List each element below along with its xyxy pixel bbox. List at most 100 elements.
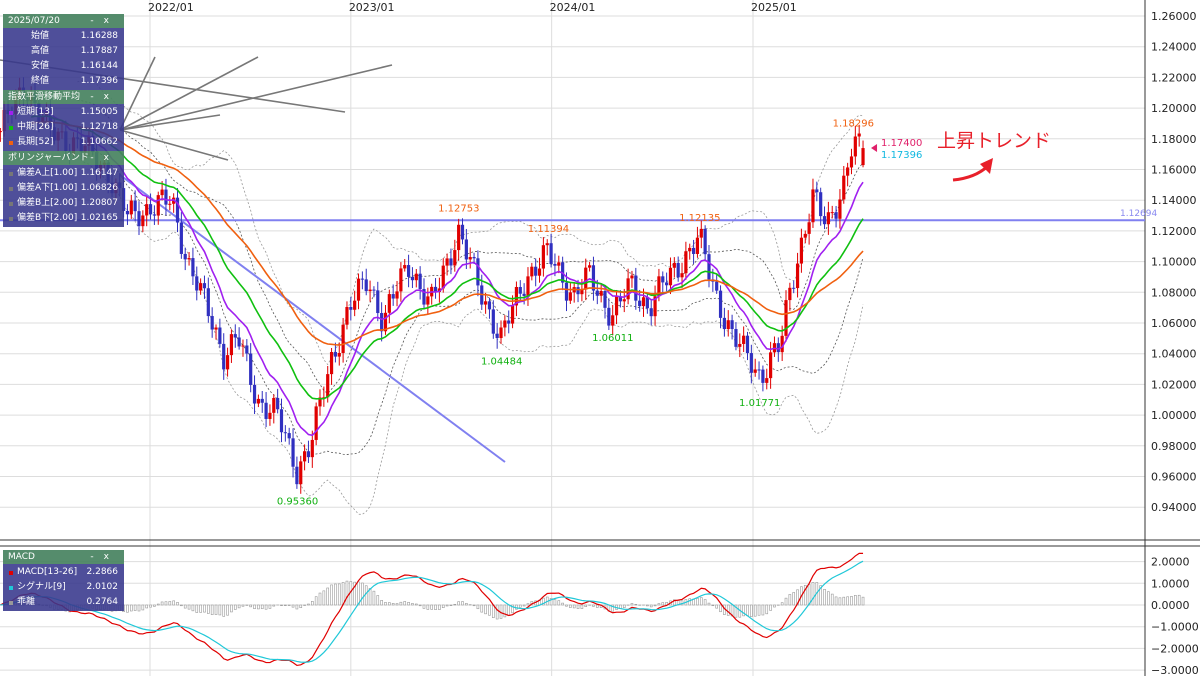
candle-body	[345, 307, 349, 325]
minimize-button[interactable]: -	[90, 16, 104, 26]
candle-body	[587, 265, 592, 268]
candle-body	[360, 278, 364, 280]
close-button[interactable]: x	[103, 153, 119, 163]
candle-body	[819, 192, 823, 217]
candle	[218, 318, 222, 348]
candle	[749, 344, 753, 384]
macd-panel-header[interactable]: MACD -x	[3, 550, 124, 564]
candle	[626, 268, 630, 305]
signal-line	[0, 560, 864, 663]
candle-body	[680, 273, 684, 278]
fan-line	[119, 56, 259, 131]
candle	[356, 273, 361, 310]
candle-body	[822, 216, 827, 225]
macd-histogram-bar	[187, 604, 191, 610]
candle-body	[726, 320, 730, 330]
candle-body	[734, 329, 738, 347]
minimize-button[interactable]: -	[90, 153, 104, 163]
candle	[449, 248, 453, 275]
candle-body	[426, 296, 430, 305]
candle-body	[765, 378, 769, 383]
candle-body	[187, 258, 191, 260]
macd-histogram-bar	[341, 582, 345, 606]
macd-histogram-bar	[353, 581, 356, 606]
candle-body	[537, 268, 542, 276]
macd-histogram-bar	[565, 604, 568, 607]
candle	[607, 298, 611, 331]
bb-title: ボリンジャーバンド	[8, 153, 89, 163]
candle	[815, 181, 819, 202]
macd-histogram-bar	[176, 602, 179, 606]
close-button[interactable]: x	[103, 16, 119, 26]
candle	[630, 270, 634, 288]
legend-value: 1.15005	[80, 107, 118, 117]
macd-histogram-bar	[726, 604, 730, 616]
macd-histogram-bar	[757, 604, 761, 616]
macd-histogram-bar	[611, 604, 615, 612]
candle	[195, 266, 199, 301]
extreme-label: 1.04484	[481, 356, 522, 367]
macd-histogram-bar	[480, 604, 484, 613]
candle	[537, 257, 542, 283]
macd-histogram-bar	[526, 603, 530, 606]
candle	[0, 128, 2, 142]
candle-body	[584, 267, 588, 290]
candle-body	[611, 315, 615, 326]
candle-body	[164, 189, 168, 205]
candle	[125, 204, 130, 225]
candle-body	[441, 265, 445, 289]
candle	[484, 292, 488, 314]
bb-panel-header[interactable]: ボリンジャーバンド -x	[3, 151, 124, 165]
candle-body	[557, 262, 561, 266]
y-tick-label: 1.00000	[1151, 409, 1197, 422]
macd-histogram-bar	[688, 598, 692, 606]
candle-body	[749, 353, 753, 373]
macd-histogram-bar	[295, 604, 299, 610]
ohlc-panel-header[interactable]: 2025/07/20 -x	[3, 14, 124, 28]
macd-histogram-bar	[796, 589, 799, 606]
close-button[interactable]: x	[103, 552, 119, 562]
candle-body	[507, 320, 511, 324]
candle	[256, 394, 260, 408]
candle-body	[591, 265, 596, 291]
candle-body	[842, 175, 846, 200]
candle-body	[795, 263, 800, 289]
macd-histogram-bar	[260, 604, 264, 610]
macd-histogram-bar	[584, 604, 588, 607]
candle	[129, 194, 133, 219]
minimize-button[interactable]: -	[90, 552, 104, 562]
candle	[695, 226, 700, 258]
macd-histogram-bar	[649, 604, 653, 608]
candle-body	[329, 352, 334, 375]
legend-label: 偏差A上[1.00]	[17, 168, 78, 178]
candle	[368, 280, 372, 302]
candle	[557, 255, 561, 274]
ema-panel-header[interactable]: 指数平滑移動平均 -x	[3, 90, 124, 104]
legend-value: 1.10662	[80, 137, 118, 147]
macd-histogram-bar	[307, 603, 310, 606]
trend-arrowhead-icon	[980, 158, 993, 174]
bid-price-tag: 1.17400	[881, 138, 922, 149]
candle-body	[514, 286, 519, 306]
macd-histogram-bar	[503, 604, 507, 618]
fan-line	[119, 114, 221, 131]
candle	[318, 389, 322, 416]
candle	[329, 348, 334, 385]
candle	[372, 286, 376, 298]
candle	[534, 258, 538, 287]
macd-panel: MACD -x MACD[13-26] 2.2866 シグナル[9] 2.0102 乖離 0…	[3, 550, 124, 611]
candle	[530, 262, 534, 281]
candle-body	[245, 345, 249, 354]
minimize-button[interactable]: -	[90, 92, 104, 102]
candle	[349, 296, 353, 321]
candle	[549, 233, 553, 268]
macd-histogram-bar	[622, 604, 626, 608]
macd-histogram-bar	[445, 604, 449, 607]
legend-label: 偏差B上[2.00]	[17, 198, 78, 208]
fan-line	[119, 64, 393, 131]
candle-body	[326, 374, 330, 398]
series-color-icon	[9, 570, 13, 575]
close-button[interactable]: x	[103, 92, 119, 102]
ema-title: 指数平滑移動平均	[8, 92, 81, 102]
